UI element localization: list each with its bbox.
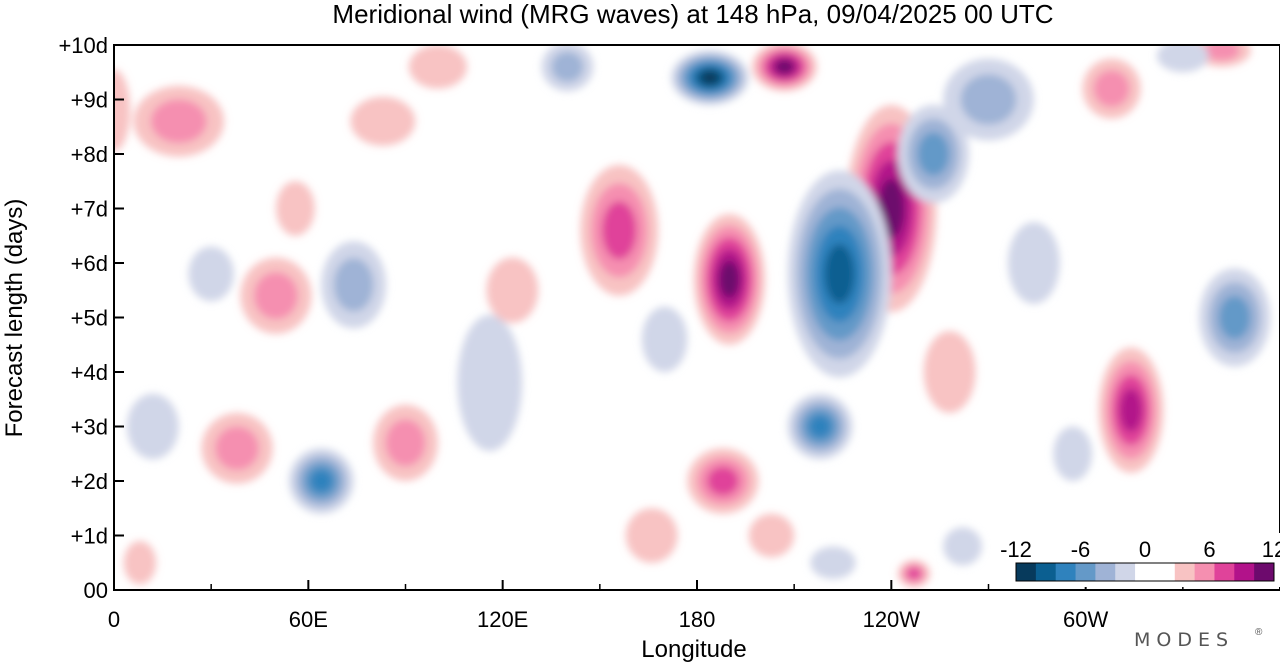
colorbar-swatch <box>1115 563 1136 581</box>
contour-level <box>601 201 637 260</box>
contour-level <box>700 71 720 85</box>
contour-level <box>808 415 832 438</box>
x-tick-label: 60W <box>1063 607 1108 632</box>
contour-fill <box>114 45 1271 588</box>
contour-level <box>457 314 523 451</box>
contour-level <box>408 45 467 89</box>
plot-area <box>114 45 1280 590</box>
colorbar-label: 0 <box>1139 537 1151 562</box>
colorbar-legend: -12 -6 0 6 12 <box>1000 533 1280 587</box>
contour-level <box>1218 295 1251 340</box>
x-axis-label: Longitude <box>641 636 746 663</box>
contour-level <box>707 466 739 496</box>
contour-level <box>150 99 207 144</box>
colorbar-label: -6 <box>1071 537 1091 562</box>
contour-level <box>625 508 678 563</box>
contour-level <box>960 74 1017 125</box>
contour-level <box>215 426 259 471</box>
x-tick-label: 120W <box>863 607 921 632</box>
contour-level <box>123 540 157 585</box>
y-tick-label: +5d <box>71 306 108 331</box>
y-tick-label: +2d <box>71 469 108 494</box>
colorbar-label: -12 <box>1000 537 1032 562</box>
colorbar-swatch <box>1055 563 1077 581</box>
x-tick-label: 120E <box>477 607 528 632</box>
contour-level <box>824 244 855 304</box>
colorbar-label: 6 <box>1203 537 1215 562</box>
contour-level <box>254 272 298 320</box>
contour-level <box>188 246 234 302</box>
colorbar-swatch <box>1234 563 1255 581</box>
contour-level <box>486 257 539 323</box>
brand-text: MODES <box>1134 629 1234 651</box>
contour-level <box>1119 388 1143 432</box>
contour-level <box>906 567 922 580</box>
contour-level <box>333 258 374 312</box>
contour-level <box>878 178 905 239</box>
colorbar-swatch <box>1016 563 1037 581</box>
contour-level <box>641 306 688 372</box>
colorbar-swatch <box>1135 563 1156 581</box>
contour-level <box>943 527 982 566</box>
contour-level <box>1156 45 1209 73</box>
y-tick-label: +6d <box>71 251 108 276</box>
y-tick-label: +1d <box>71 524 108 549</box>
y-axis-label: Forecast length (days) <box>1 199 28 438</box>
contour-level <box>719 260 740 299</box>
contour-level <box>917 132 950 176</box>
contour-level <box>275 181 315 236</box>
contour-level <box>114 69 131 152</box>
brand-mark: ® <box>1255 627 1263 638</box>
y-tick-label: +7d <box>71 197 108 222</box>
contour-level <box>923 331 976 413</box>
colorbar-swatch <box>1095 563 1116 581</box>
colorbar-swatch <box>1075 563 1096 581</box>
contour-level <box>350 96 416 146</box>
colorbar-swatch <box>1035 563 1057 581</box>
contour-level <box>775 59 794 74</box>
y-tick-label: +8d <box>71 142 108 167</box>
y-tick-label: +4d <box>71 360 108 385</box>
y-tick-label: +9d <box>71 88 108 113</box>
y-tick-label: 00 <box>84 578 108 603</box>
contour-level <box>810 546 856 580</box>
y-axis: 00 +1d +2d +3d +4d +5d +6d +7d +8d +9d +10d <box>58 33 124 603</box>
colorbar-swatch <box>1214 563 1235 581</box>
colorbar-swatch <box>1174 563 1196 581</box>
contour-level <box>126 393 179 460</box>
contour-level <box>1053 426 1093 482</box>
colorbar-swatch <box>1194 563 1215 581</box>
y-tick-label: +10d <box>58 33 108 58</box>
contour-level <box>551 51 584 82</box>
x-tick-label: 180 <box>679 607 716 632</box>
x-axis: 0 60E 120E 180 120W 60W <box>108 580 1184 632</box>
contour-level <box>385 419 426 467</box>
contour-level <box>748 513 795 558</box>
contour-level <box>1093 70 1130 107</box>
x-tick-label: 0 <box>108 607 120 632</box>
colorbar-frame <box>1015 562 1275 582</box>
contour-level <box>309 469 333 493</box>
contour-level <box>1203 45 1240 61</box>
brand-logo: MODES ® <box>1134 627 1263 651</box>
y-tick-label: +3d <box>71 415 108 440</box>
x-tick-label: 60E <box>289 607 328 632</box>
contour-level <box>1007 222 1060 304</box>
colorbar-label: 12 <box>1262 537 1280 562</box>
colorbar-swatch <box>1154 563 1176 581</box>
chart-title: Meridional wind (MRG waves) at 148 hPa, … <box>332 0 1053 29</box>
colorbar-swatch <box>1254 563 1275 581</box>
